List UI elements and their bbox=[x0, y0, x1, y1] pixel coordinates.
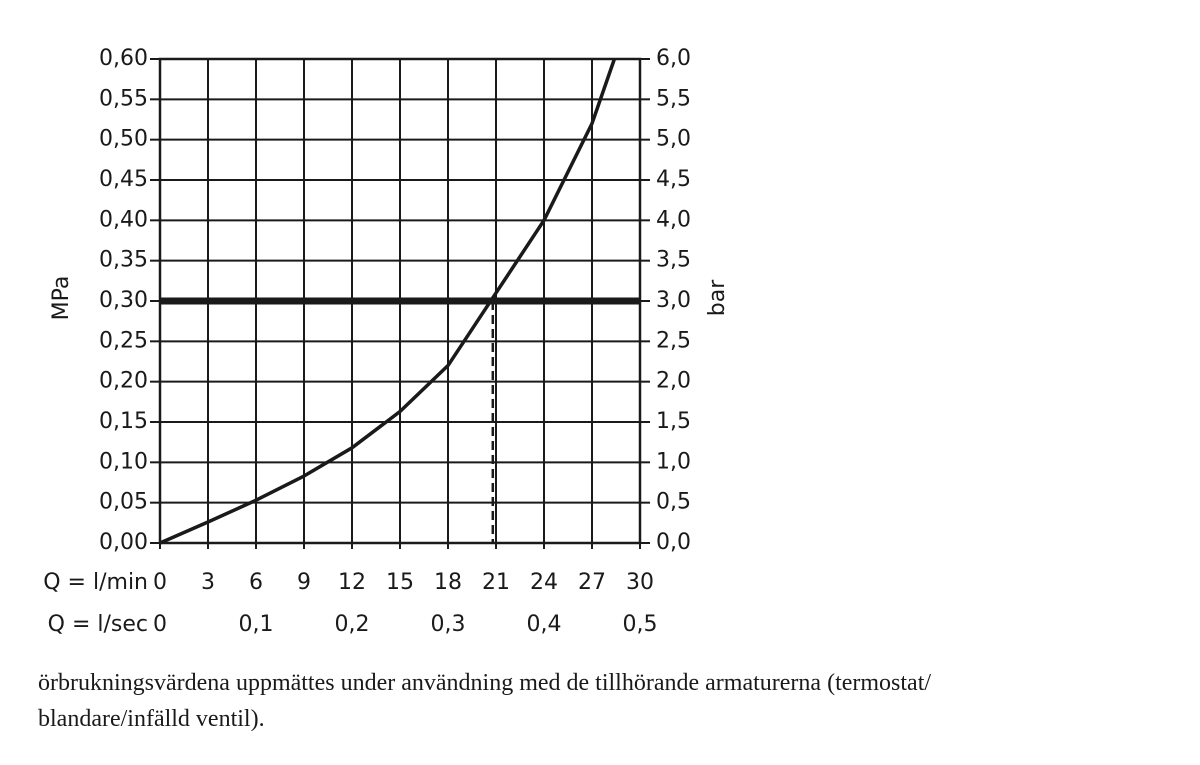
y2-tick-label: 4,0 bbox=[656, 207, 691, 232]
x-tick-label: 27 bbox=[578, 570, 606, 595]
x-tick-label: 9 bbox=[297, 570, 311, 595]
y2-tick-label: 5,0 bbox=[656, 127, 691, 152]
y2-tick-label: 2,0 bbox=[656, 369, 691, 394]
y2-tick-label: 2,5 bbox=[656, 328, 691, 353]
curve bbox=[159, 58, 617, 545]
y-tick-label: 0,60 bbox=[99, 46, 148, 71]
x-tick-label: 15 bbox=[386, 570, 414, 595]
x-tick-label: 21 bbox=[482, 570, 510, 595]
y-tick-label: 0,20 bbox=[99, 369, 148, 394]
y2-axis-label: bar bbox=[705, 279, 730, 316]
x-tick-label: 18 bbox=[434, 570, 462, 595]
y2-tick-label: 3,0 bbox=[656, 288, 691, 313]
y2-tick-label: 4,5 bbox=[656, 167, 691, 192]
y2-tick-label: 3,5 bbox=[656, 248, 691, 273]
y2-tick-label: 1,5 bbox=[656, 409, 691, 434]
y-tick-label: 0,50 bbox=[99, 127, 148, 152]
x-tick-label: 0 bbox=[153, 570, 167, 595]
y2-tick-label: 1,0 bbox=[656, 449, 691, 474]
x2-tick-label: 0 bbox=[153, 612, 167, 637]
y-tick-label: 0,40 bbox=[99, 207, 148, 232]
y-tick-label: 0,30 bbox=[99, 288, 148, 313]
x2-tick-label: 0,1 bbox=[239, 612, 274, 637]
x-tick-label: 24 bbox=[530, 570, 558, 595]
plot-frame bbox=[158, 57, 642, 545]
x-tick-label: 6 bbox=[249, 570, 263, 595]
caption-line: örbrukningsvärdena uppmättes under använ… bbox=[38, 670, 931, 696]
x2-tick-label: 0,3 bbox=[431, 612, 466, 637]
x-axis-label: Q = l/min bbox=[43, 570, 148, 595]
x-tick-label: 3 bbox=[201, 570, 215, 595]
y2-tick-label: 5,5 bbox=[656, 86, 691, 111]
y-tick-label: 0,00 bbox=[99, 530, 148, 555]
x-tick-label: 12 bbox=[338, 570, 366, 595]
y2-tick-label: 0,5 bbox=[656, 490, 691, 515]
y-tick-label: 0,10 bbox=[99, 449, 148, 474]
y-tick-label: 0,35 bbox=[99, 248, 148, 273]
y-axis-label: MPa bbox=[49, 276, 74, 321]
y-tick-label: 0,05 bbox=[99, 490, 148, 515]
y2-tick-label: 6,0 bbox=[656, 46, 691, 71]
y-tick-label: 0,25 bbox=[99, 328, 148, 353]
y-tick-label: 0,55 bbox=[99, 86, 148, 111]
x2-tick-label: 0,4 bbox=[527, 612, 562, 637]
y2-tick-label: 0,0 bbox=[656, 530, 691, 555]
caption-line: blandare/infälld ventil). bbox=[38, 706, 265, 732]
x2-axis-label: Q = l/sec bbox=[48, 612, 148, 637]
x2-tick-label: 0,2 bbox=[335, 612, 370, 637]
x2-tick-label: 0,5 bbox=[623, 612, 658, 637]
x-tick-label: 30 bbox=[626, 570, 654, 595]
y-tick-label: 0,45 bbox=[99, 167, 148, 192]
y-tick-label: 0,15 bbox=[99, 409, 148, 434]
